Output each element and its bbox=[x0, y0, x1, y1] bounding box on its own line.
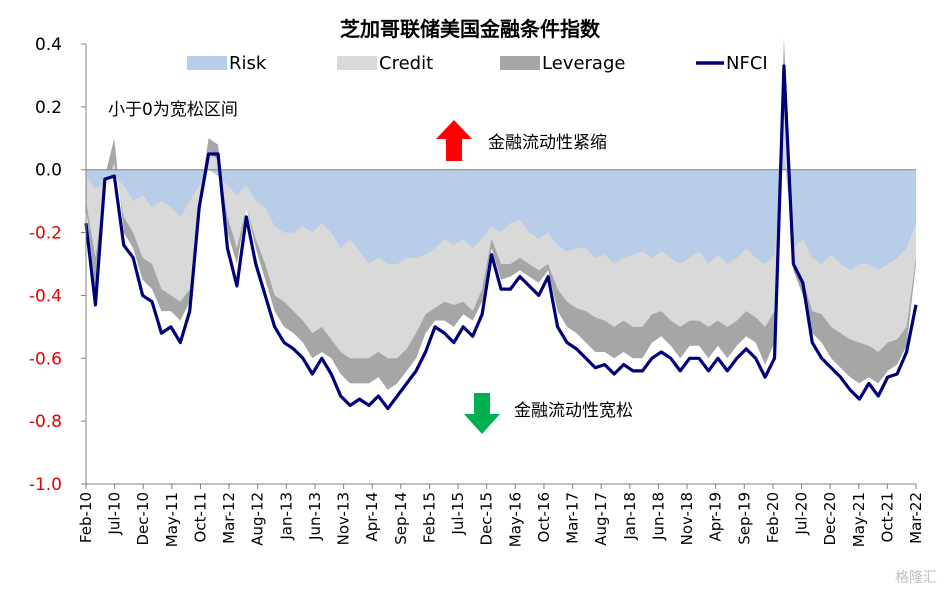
x-axis: Feb-10 Jul-10 Dec-10 May-11 Oct-11 Mar-12 Aug-… bbox=[77, 483, 925, 547]
up-arrow-icon bbox=[436, 120, 472, 161]
x-tick-label: Jul-15 bbox=[449, 492, 467, 536]
x-tick-label: Nov-18 bbox=[678, 492, 696, 545]
legend-swatch-credit bbox=[337, 56, 377, 70]
x-tick-label: Apr-14 bbox=[363, 492, 381, 542]
legend-swatch-risk bbox=[187, 56, 227, 70]
legend: Risk Credit Leverage NFCI bbox=[187, 53, 768, 74]
y-tick-label: -0.8 bbox=[29, 412, 62, 432]
watermark: 格隆汇 bbox=[895, 570, 937, 586]
loosening-label: 金融流动性宽松 bbox=[514, 401, 633, 421]
x-tick-label: May-11 bbox=[163, 492, 181, 547]
y-axis: 0.4 0.2 0.0 -0.2 -0.4 -0.6 -0.8 -1.0 bbox=[29, 35, 87, 495]
line-nfci bbox=[84, 64, 918, 411]
x-tick-label: Jan-13 bbox=[277, 492, 295, 541]
x-tick-label: Oct-16 bbox=[535, 492, 553, 542]
x-tick-label: Feb-20 bbox=[764, 492, 782, 543]
legend-swatch-leverage bbox=[500, 56, 540, 70]
x-tick-label: Jul-10 bbox=[106, 492, 124, 536]
stacked-areas bbox=[84, 37, 918, 411]
legend-label-credit: Credit bbox=[379, 53, 433, 74]
x-tick-label: Dec-10 bbox=[134, 492, 152, 546]
loosening-annotation: 金融流动性宽松 bbox=[464, 393, 633, 434]
x-tick-label: Sep-14 bbox=[392, 492, 410, 545]
x-tick-label: Jan-18 bbox=[621, 492, 639, 541]
x-tick-label: Nov-13 bbox=[335, 492, 353, 545]
x-tick-label: Dec-20 bbox=[821, 492, 839, 546]
note-below-zero: 小于0为宽松区间 bbox=[108, 100, 238, 120]
down-arrow-icon bbox=[464, 393, 500, 434]
y-tick-label: -0.6 bbox=[29, 349, 62, 369]
y-tick-label: -1.0 bbox=[29, 475, 62, 495]
y-tick-label: 0.4 bbox=[35, 35, 62, 55]
x-tick-label: May-16 bbox=[506, 492, 524, 547]
legend-label-risk: Risk bbox=[229, 53, 267, 74]
chart-title: 芝加哥联储美国金融条件指数 bbox=[340, 17, 601, 41]
x-tick-label: Jul-20 bbox=[793, 492, 811, 536]
x-tick-label: Mar-22 bbox=[907, 492, 925, 544]
x-tick-label: Oct-11 bbox=[191, 492, 209, 542]
legend-label-leverage: Leverage bbox=[542, 53, 625, 74]
y-tick-label: 0.0 bbox=[35, 161, 62, 181]
area-risk bbox=[86, 154, 916, 271]
x-tick-label: Aug-12 bbox=[249, 492, 267, 546]
legend-label-nfci: NFCI bbox=[726, 53, 768, 74]
x-tick-label: Mar-17 bbox=[564, 492, 582, 544]
tightening-annotation: 金融流动性紧缩 bbox=[436, 120, 607, 161]
y-tick-label: -0.2 bbox=[29, 224, 62, 244]
x-tick-label: Sep-19 bbox=[735, 492, 753, 545]
x-tick-label: May-21 bbox=[850, 492, 868, 547]
x-tick-label: Feb-15 bbox=[420, 492, 438, 543]
x-tick-label: Oct-21 bbox=[878, 492, 896, 542]
x-tick-label: Aug-17 bbox=[592, 492, 610, 546]
x-tick-label: Apr-19 bbox=[707, 492, 725, 542]
x-tick-label: Jun-18 bbox=[649, 492, 667, 541]
x-tick-label: Mar-12 bbox=[220, 492, 238, 544]
x-tick-label: Dec-15 bbox=[478, 492, 496, 546]
x-tick-label: Feb-10 bbox=[77, 492, 95, 543]
y-tick-label: -0.4 bbox=[29, 286, 62, 306]
y-tick-label: 0.2 bbox=[35, 98, 62, 118]
tightening-label: 金融流动性紧缩 bbox=[488, 133, 607, 153]
x-tick-label: Jun-13 bbox=[306, 492, 324, 541]
